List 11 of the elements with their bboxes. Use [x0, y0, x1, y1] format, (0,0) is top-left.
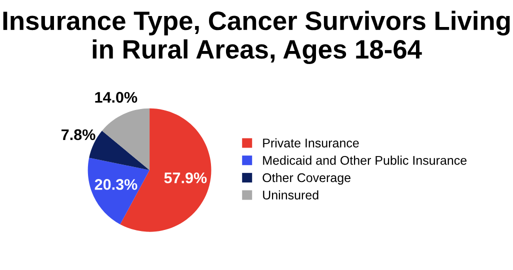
- pie-slice: [88, 158, 150, 224]
- legend-label: Other Coverage: [262, 172, 350, 185]
- data-label: 14.0%: [95, 92, 138, 103]
- data-label: 7.8%: [62, 129, 96, 140]
- legend-label: Uninsured: [263, 190, 318, 200]
- pie-slice: [102, 108, 150, 170]
- data-label: 20.3%: [94, 179, 138, 190]
- data-label: 57.9%: [164, 172, 207, 184]
- chart-title: Insurance Type, Cancer Survivors Living in Rural Areas, Ages 18-64: [3, 10, 510, 64]
- legend-label: Medicaid and Other Public Insurance: [263, 156, 467, 165]
- legend-label: Private Insurance: [263, 138, 359, 148]
